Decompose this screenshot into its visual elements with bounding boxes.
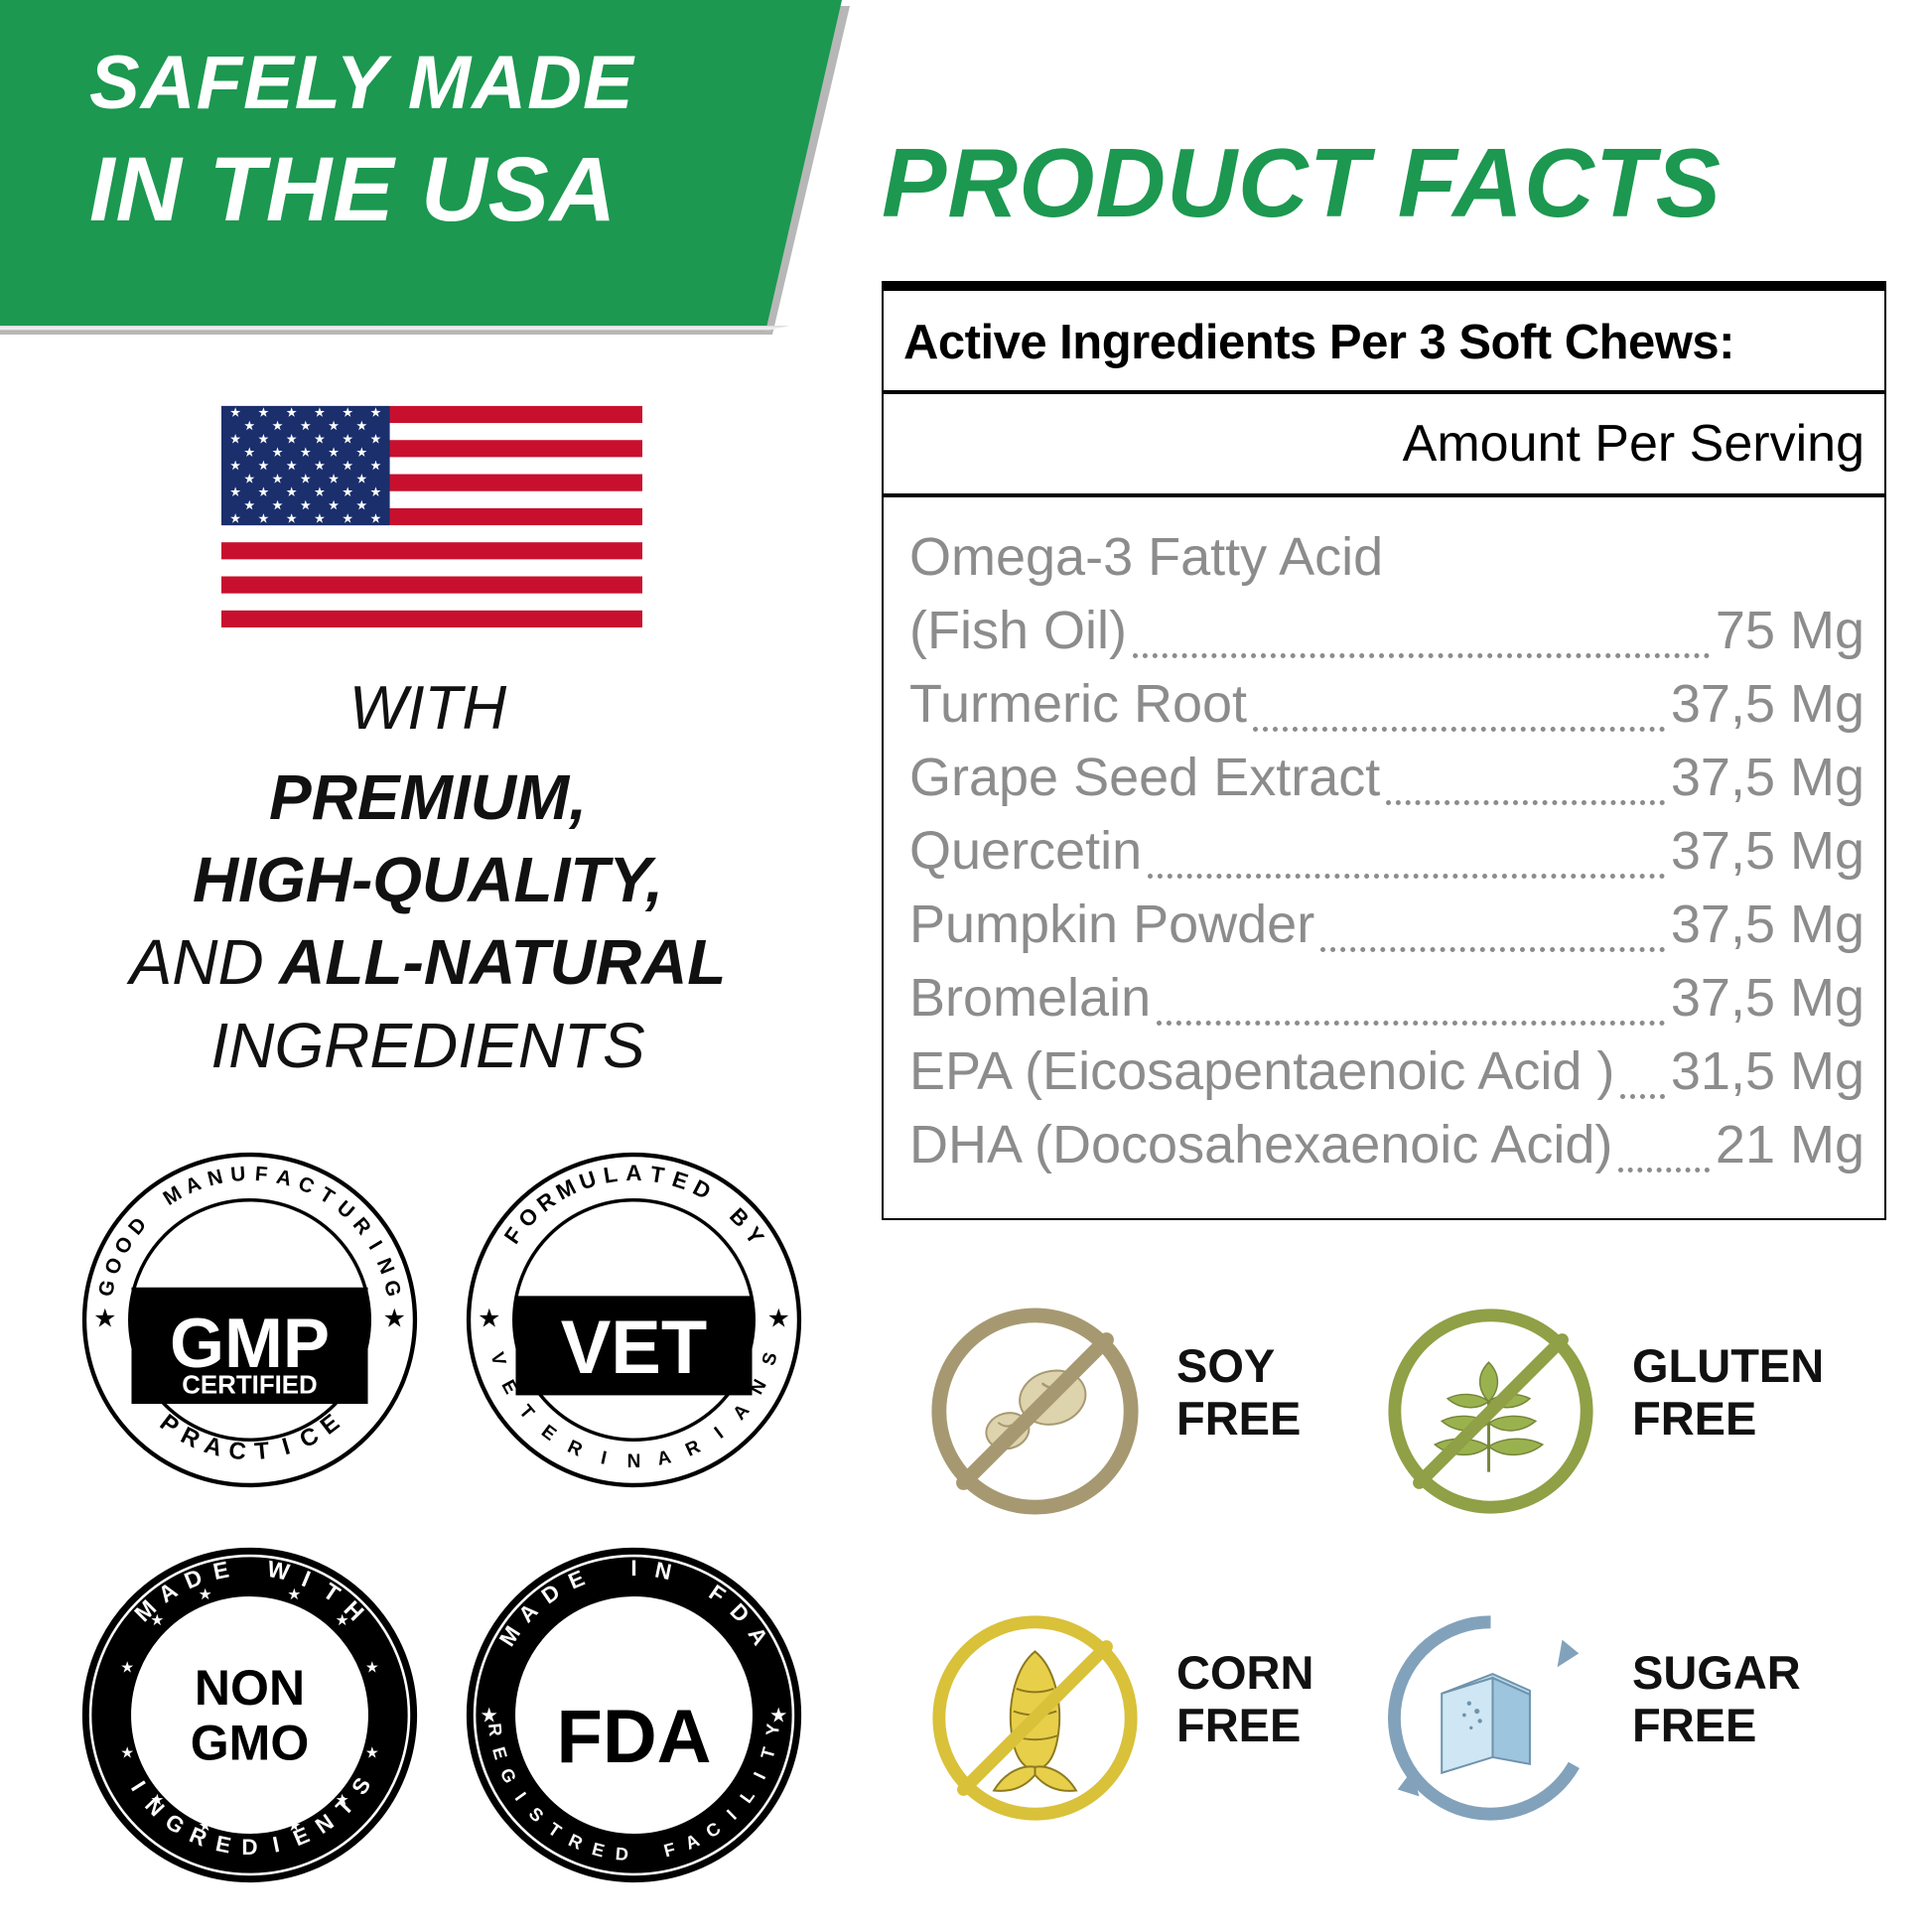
- svg-text:GMO: GMO: [191, 1715, 309, 1770]
- svg-text:A: A: [625, 1161, 641, 1185]
- svg-text:★: ★: [199, 1818, 212, 1835]
- svg-text:★: ★: [199, 1587, 212, 1603]
- svg-text:F: F: [499, 1223, 527, 1249]
- svg-text:U: U: [333, 1196, 358, 1223]
- svg-text:★: ★: [287, 1587, 301, 1603]
- svg-text:S: S: [759, 1350, 782, 1368]
- svg-text:CERTIFIED: CERTIFIED: [182, 1372, 317, 1400]
- svg-text:A: A: [182, 1172, 205, 1198]
- svg-text:★: ★: [767, 1305, 790, 1332]
- svg-text:U: U: [229, 1163, 246, 1186]
- svg-text:B: B: [725, 1203, 754, 1232]
- svg-text:G: G: [94, 1278, 120, 1299]
- svg-text:E: E: [537, 1421, 560, 1445]
- svg-text:★: ★: [93, 1305, 116, 1332]
- svg-text:A: A: [655, 1447, 673, 1470]
- svg-text:T: T: [253, 1438, 270, 1465]
- svg-text:Y: Y: [740, 1222, 768, 1249]
- svg-text:FDA: FDA: [557, 1695, 712, 1779]
- svg-text:★: ★: [336, 1792, 349, 1809]
- svg-text:R: R: [177, 1422, 205, 1453]
- svg-text:O: O: [100, 1255, 127, 1278]
- svg-text:★: ★: [150, 1792, 164, 1809]
- svg-text:★: ★: [478, 1305, 500, 1332]
- svg-text:T: T: [648, 1162, 666, 1188]
- svg-text:★: ★: [336, 1612, 349, 1629]
- svg-text:T: T: [316, 1183, 339, 1209]
- svg-text:C: C: [296, 1422, 324, 1453]
- svg-text:D: D: [241, 1835, 257, 1860]
- svg-text:D: D: [689, 1174, 715, 1204]
- svg-text:A: A: [274, 1166, 294, 1191]
- svg-text:P: P: [155, 1409, 184, 1440]
- svg-text:A: A: [202, 1432, 225, 1462]
- svg-text:D: D: [124, 1213, 151, 1239]
- svg-text:★: ★: [365, 1659, 379, 1676]
- svg-text:T: T: [514, 1401, 538, 1424]
- svg-text:A: A: [729, 1400, 754, 1424]
- svg-text:O: O: [110, 1233, 138, 1259]
- svg-text:I: I: [711, 1424, 728, 1444]
- svg-text:★: ★: [480, 1704, 498, 1726]
- svg-text:★: ★: [120, 1745, 134, 1762]
- svg-text:R: R: [564, 1437, 585, 1461]
- svg-text:C: C: [227, 1438, 247, 1466]
- svg-text:★: ★: [383, 1305, 406, 1332]
- svg-text:★: ★: [120, 1659, 134, 1676]
- svg-text:N: N: [627, 1451, 641, 1472]
- svg-text:C: C: [295, 1172, 318, 1198]
- svg-text:R: R: [348, 1213, 375, 1239]
- svg-text:GMP: GMP: [170, 1304, 330, 1382]
- svg-text:★: ★: [365, 1745, 379, 1762]
- svg-text:I: I: [630, 1556, 636, 1581]
- svg-text:★: ★: [150, 1612, 164, 1629]
- svg-text:★: ★: [769, 1704, 788, 1726]
- svg-text:R: R: [683, 1437, 704, 1461]
- svg-text:E: E: [669, 1167, 691, 1194]
- svg-text:G: G: [379, 1278, 405, 1299]
- svg-text:M: M: [159, 1181, 186, 1210]
- svg-text:M: M: [552, 1174, 580, 1205]
- svg-text:L: L: [602, 1162, 620, 1188]
- svg-text:NON: NON: [195, 1660, 305, 1716]
- svg-text:D: D: [615, 1844, 629, 1864]
- svg-text:I: I: [599, 1448, 609, 1469]
- svg-text:I: I: [279, 1433, 293, 1460]
- svg-text:N: N: [372, 1255, 399, 1277]
- svg-text:N: N: [206, 1166, 225, 1191]
- svg-text:I: I: [364, 1237, 387, 1254]
- svg-text:E: E: [316, 1409, 345, 1440]
- svg-text:VET: VET: [561, 1306, 708, 1390]
- svg-text:U: U: [576, 1167, 599, 1195]
- svg-text:V: V: [485, 1350, 509, 1368]
- svg-text:★: ★: [287, 1818, 301, 1835]
- svg-text:F: F: [254, 1163, 268, 1186]
